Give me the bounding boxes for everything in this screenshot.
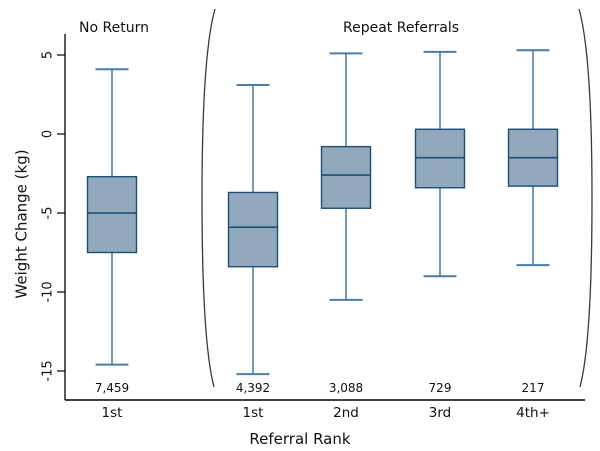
- group-title: No Return: [79, 20, 149, 36]
- y-tick-label: 0: [41, 130, 56, 138]
- category-label: 1st: [243, 405, 264, 421]
- y-tick-label: -10: [41, 281, 56, 302]
- count-label: 7,459: [95, 381, 129, 395]
- count-label: 217: [522, 381, 545, 395]
- category-label: 1st: [102, 405, 123, 421]
- iqr-box: [320, 145, 372, 209]
- count-label: 4,392: [236, 381, 270, 395]
- count-label: 729: [429, 381, 452, 395]
- y-tick-label: 5: [41, 51, 56, 59]
- category-label: 2nd: [333, 405, 359, 421]
- iqr-box: [227, 191, 279, 268]
- category-label: 3rd: [429, 405, 451, 421]
- y-tick-label: -5: [41, 207, 56, 220]
- x-axis-title: Referral Rank: [249, 430, 350, 448]
- count-label: 3,088: [329, 381, 363, 395]
- right-bracket: [578, 8, 593, 388]
- iqr-box: [86, 175, 138, 254]
- y-tick-label: -15: [41, 360, 56, 381]
- group-title: Repeat Referrals: [343, 20, 459, 36]
- y-axis-title: Weight Change (kg): [12, 149, 30, 298]
- category-label: 4th+: [516, 405, 550, 421]
- left-bracket: [201, 8, 216, 388]
